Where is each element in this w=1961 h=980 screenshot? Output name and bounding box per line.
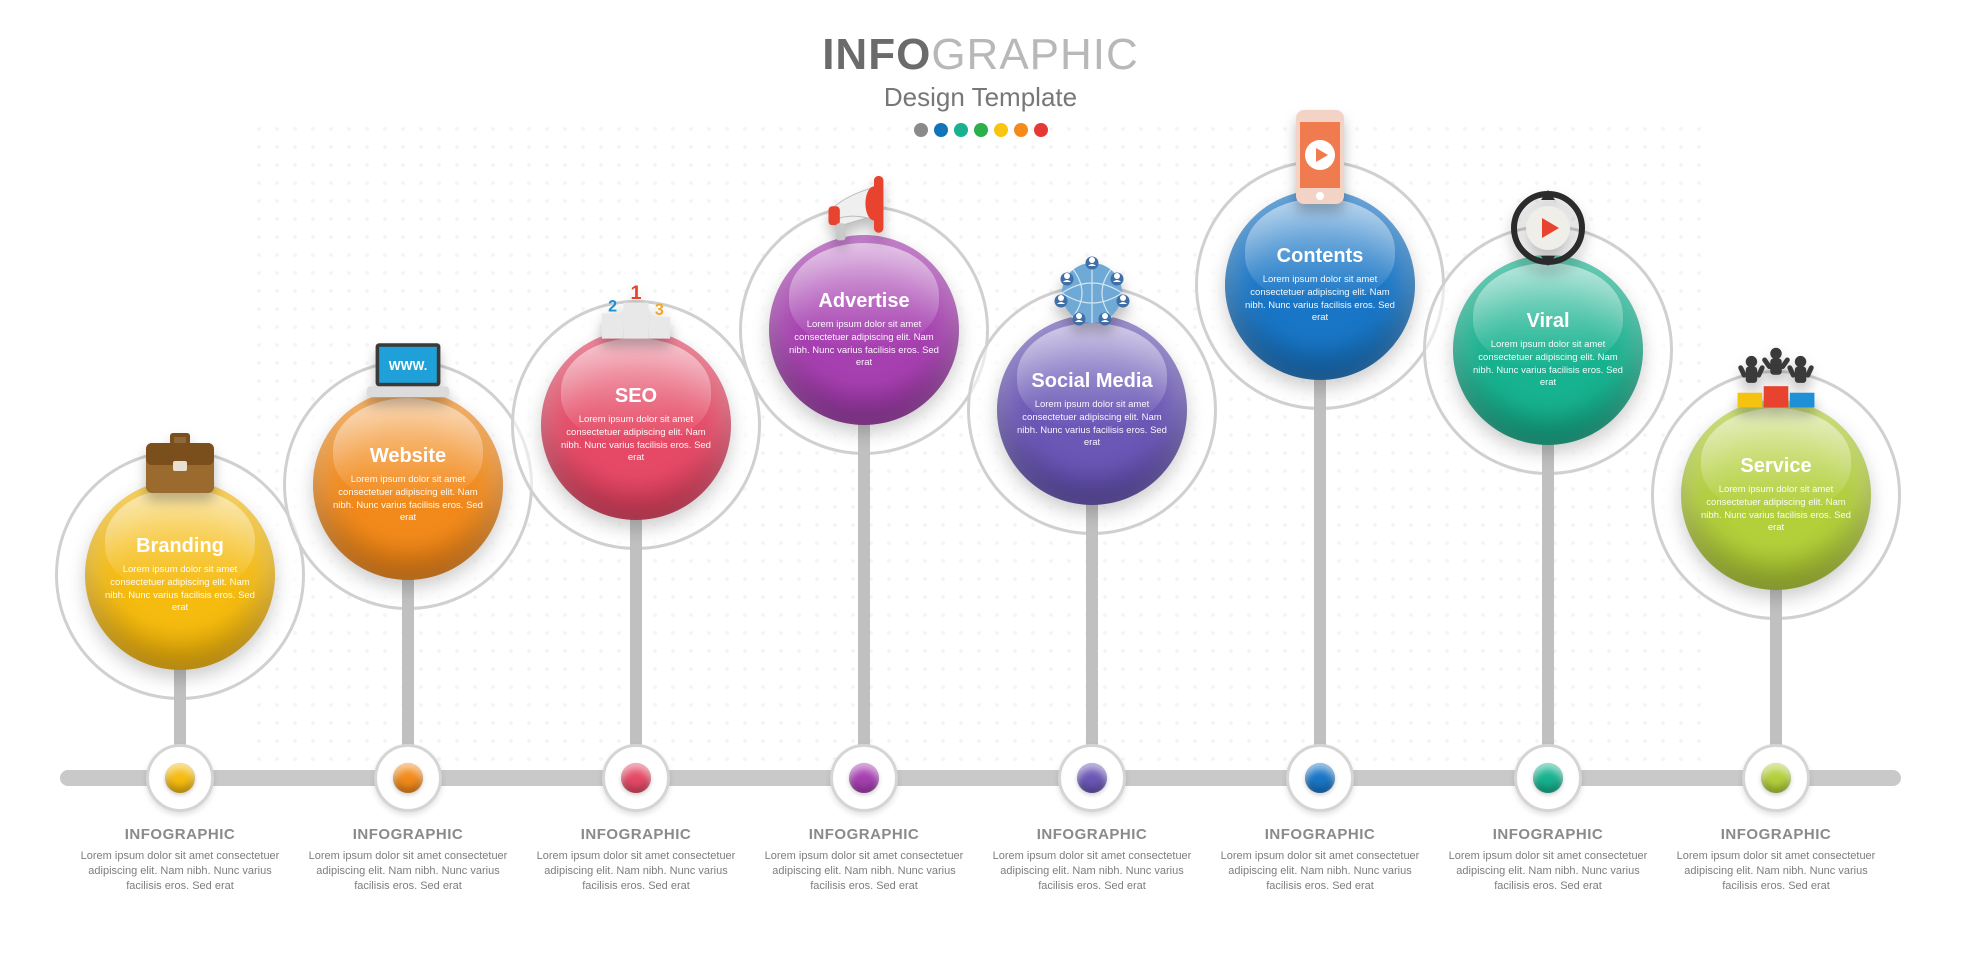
caption-body: Lorem ipsum dolor sit amet consectetuer … (1443, 849, 1653, 894)
base-node (146, 744, 214, 812)
svg-text:2: 2 (608, 298, 617, 316)
stem (1086, 485, 1098, 778)
items-container: Branding Lorem ipsum dolor sit amet cons… (0, 0, 1961, 980)
caption: INFOGRAPHIC Lorem ipsum dolor sit amet c… (1215, 826, 1425, 894)
base-node (1058, 744, 1126, 812)
caption-title: INFOGRAPHIC (759, 826, 969, 843)
base-node (374, 744, 442, 812)
ball-body: Lorem ipsum dolor sit amet consectetuer … (1243, 274, 1397, 325)
base-node (830, 744, 898, 812)
ball-title: Advertise (818, 290, 909, 313)
stem (858, 405, 870, 778)
ball: Social Media Lorem ipsum dolor sit amet … (997, 315, 1187, 505)
ball: Viral Lorem ipsum dolor sit amet consect… (1453, 255, 1643, 445)
caption: INFOGRAPHIC Lorem ipsum dolor sit amet c… (75, 826, 285, 894)
caption-body: Lorem ipsum dolor sit amet consectetuer … (1671, 849, 1881, 894)
caption-title: INFOGRAPHIC (1215, 826, 1425, 843)
svg-text:3: 3 (655, 301, 664, 319)
ball-title: Service (1740, 455, 1811, 478)
ball-body: Lorem ipsum dolor sit amet consectetuer … (331, 474, 485, 525)
ball-body: Lorem ipsum dolor sit amet consectetuer … (1015, 399, 1169, 450)
briefcase-icon (135, 418, 225, 498)
phone-icon (1275, 128, 1365, 208)
caption-body: Lorem ipsum dolor sit amet consectetuer … (303, 849, 513, 894)
ball-title: Branding (136, 535, 224, 558)
ball-title: Contents (1277, 245, 1364, 268)
ball: Service Lorem ipsum dolor sit amet conse… (1681, 400, 1871, 590)
people-icon (1731, 338, 1821, 418)
svg-text:1: 1 (630, 282, 641, 304)
megaphone-icon (819, 173, 909, 253)
ball: Contents Lorem ipsum dolor sit amet cons… (1225, 190, 1415, 380)
stem (630, 500, 642, 778)
caption-body: Lorem ipsum dolor sit amet consectetuer … (1215, 849, 1425, 894)
ball-title: Social Media (1031, 370, 1152, 393)
timeline-item: Contents Lorem ipsum dolor sit amet cons… (1205, 0, 1435, 980)
base-node (1514, 744, 1582, 812)
caption-title: INFOGRAPHIC (303, 826, 513, 843)
timeline-item: Branding Lorem ipsum dolor sit amet cons… (65, 0, 295, 980)
ball-body: Lorem ipsum dolor sit amet consectetuer … (1471, 339, 1625, 390)
caption-title: INFOGRAPHIC (1671, 826, 1881, 843)
caption: INFOGRAPHIC Lorem ipsum dolor sit amet c… (1671, 826, 1881, 894)
ball-title: SEO (615, 385, 657, 408)
ball-body: Lorem ipsum dolor sit amet consectetuer … (787, 319, 941, 370)
stem (1314, 360, 1326, 778)
caption-title: INFOGRAPHIC (1443, 826, 1653, 843)
ball: Website Lorem ipsum dolor sit amet conse… (313, 390, 503, 580)
base-node-dot (1533, 763, 1563, 793)
base-node-dot (165, 763, 195, 793)
ball-body: Lorem ipsum dolor sit amet consectetuer … (559, 414, 713, 465)
base-node-dot (1077, 763, 1107, 793)
ball-body: Lorem ipsum dolor sit amet consectetuer … (1699, 484, 1853, 535)
caption-body: Lorem ipsum dolor sit amet consectetuer … (531, 849, 741, 894)
timeline-item: Advertise Lorem ipsum dolor sit amet con… (749, 0, 979, 980)
ball: SEO Lorem ipsum dolor sit amet consectet… (541, 330, 731, 520)
base-node (602, 744, 670, 812)
globe-icon (1047, 253, 1137, 333)
ball-body: Lorem ipsum dolor sit amet consectetuer … (103, 564, 257, 615)
caption: INFOGRAPHIC Lorem ipsum dolor sit amet c… (303, 826, 513, 894)
ball: Branding Lorem ipsum dolor sit amet cons… (85, 480, 275, 670)
base-node-dot (393, 763, 423, 793)
caption: INFOGRAPHIC Lorem ipsum dolor sit amet c… (531, 826, 741, 894)
base-node-dot (621, 763, 651, 793)
caption: INFOGRAPHIC Lorem ipsum dolor sit amet c… (759, 826, 969, 894)
svg-text:WWW.: WWW. (389, 359, 427, 373)
ball-title: Viral (1527, 310, 1570, 333)
base-node (1286, 744, 1354, 812)
base-node-dot (1761, 763, 1791, 793)
caption-body: Lorem ipsum dolor sit amet consectetuer … (75, 849, 285, 894)
caption-title: INFOGRAPHIC (531, 826, 741, 843)
caption-title: INFOGRAPHIC (987, 826, 1197, 843)
laptop-icon: WWW. (363, 328, 453, 408)
ball: Advertise Lorem ipsum dolor sit amet con… (769, 235, 959, 425)
base-node-dot (849, 763, 879, 793)
caption: INFOGRAPHIC Lorem ipsum dolor sit amet c… (1443, 826, 1653, 894)
caption-title: INFOGRAPHIC (75, 826, 285, 843)
podium-icon: 1 2 3 (591, 268, 681, 348)
play-cycle-icon (1503, 193, 1593, 273)
caption-body: Lorem ipsum dolor sit amet consectetuer … (759, 849, 969, 894)
ball-title: Website (370, 445, 446, 468)
caption-body: Lorem ipsum dolor sit amet consectetuer … (987, 849, 1197, 894)
timeline-item: Social Media Lorem ipsum dolor sit amet … (977, 0, 1207, 980)
caption: INFOGRAPHIC Lorem ipsum dolor sit amet c… (987, 826, 1197, 894)
timeline-item: SEO Lorem ipsum dolor sit amet consectet… (521, 0, 751, 980)
base-node-dot (1305, 763, 1335, 793)
stem (1542, 425, 1554, 778)
timeline-item: Website Lorem ipsum dolor sit amet conse… (293, 0, 523, 980)
timeline-item: Viral Lorem ipsum dolor sit amet consect… (1433, 0, 1663, 980)
timeline-item: Service Lorem ipsum dolor sit amet conse… (1661, 0, 1891, 980)
base-node (1742, 744, 1810, 812)
